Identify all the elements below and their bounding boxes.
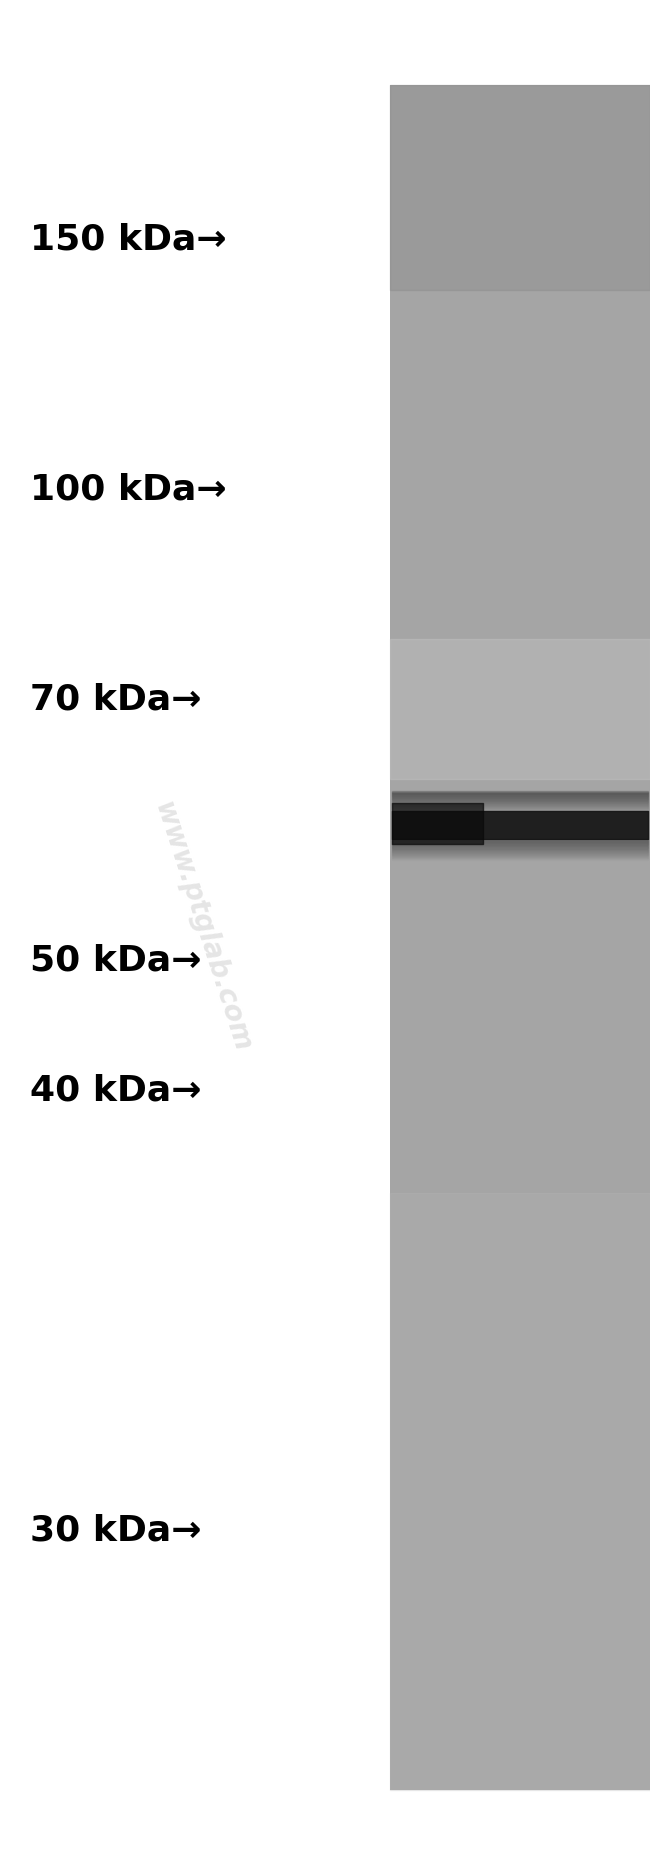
Bar [390,85,650,1790]
Text: 50 kDa→: 50 kDa→ [30,944,202,978]
Text: 30 kDa→: 30 kDa→ [30,1514,202,1547]
Text: 100 kDa→: 100 kDa→ [30,473,227,506]
Text: 150 kDa→: 150 kDa→ [30,223,227,256]
Text: www.ptglab.com: www.ptglab.com [149,800,257,1055]
Text: 70 kDa→: 70 kDa→ [30,683,202,716]
Text: 40 kDa→: 40 kDa→ [30,1074,202,1107]
